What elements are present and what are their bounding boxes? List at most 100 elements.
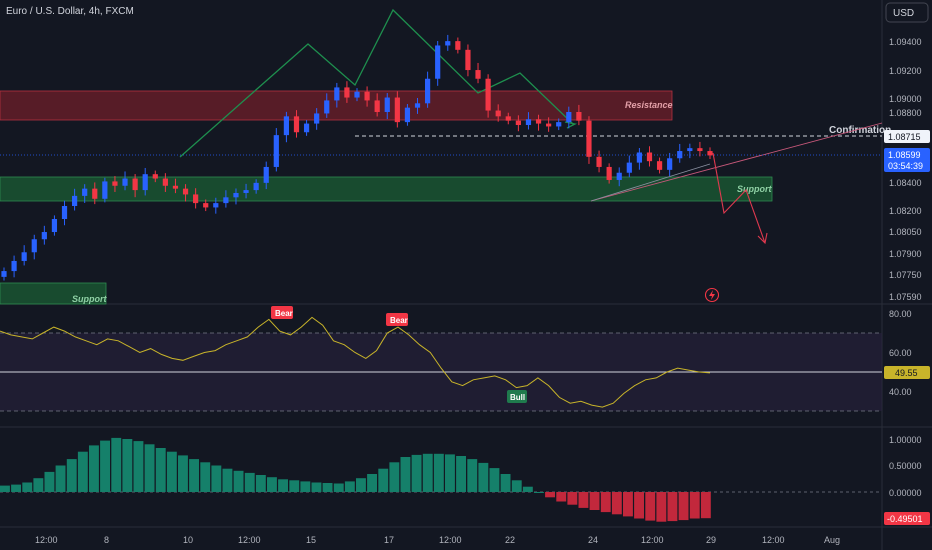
osc-bar [400, 457, 411, 492]
osc-bar [189, 459, 199, 492]
rsi-signal-bear-1-label: Bear [275, 309, 293, 318]
osc-bar [689, 492, 700, 519]
candle [102, 177, 108, 203]
osc-bar [578, 492, 589, 508]
osc-bar [445, 454, 455, 492]
candlestick-series[interactable] [1, 34, 713, 281]
candle-body [314, 113, 320, 124]
osc-bar [478, 462, 489, 492]
projection-path[interactable] [712, 152, 766, 244]
candle [667, 152, 673, 177]
symbol-title[interactable]: Euro / U.S. Dollar, 4h, FXCM [6, 6, 134, 17]
osc-bar [289, 480, 300, 492]
osc-bar [200, 462, 211, 492]
rsi-line[interactable] [0, 316, 711, 408]
candle [51, 215, 58, 236]
osc-bar [0, 485, 10, 492]
rsi-signal-bear-2[interactable]: Bear [386, 313, 408, 326]
osc-bar [378, 468, 389, 492]
time-label: 12:00 [238, 535, 261, 545]
candle-body [203, 203, 209, 208]
candle-body [223, 197, 229, 204]
candle [21, 245, 27, 266]
candle-body [364, 91, 370, 101]
osc-bar [511, 480, 522, 492]
candle [596, 150, 602, 173]
candle-body [465, 49, 471, 71]
price-tick: 1.09200 [889, 66, 922, 76]
candle [132, 174, 138, 198]
osc-bar [255, 475, 266, 492]
rsi-axis[interactable]: 80.00 60.00 40.00 [889, 309, 912, 397]
rsi-signal-bear-1[interactable]: Bear [271, 306, 293, 319]
candle [677, 143, 683, 163]
candle [697, 141, 703, 157]
candle [546, 117, 552, 132]
candle-body [243, 190, 249, 193]
candle-body [525, 119, 532, 126]
candle [334, 82, 340, 108]
candle [344, 81, 350, 103]
osc-bar [33, 478, 44, 492]
price-tick: 1.09400 [889, 37, 922, 47]
osc-bar [556, 492, 567, 502]
support-zone-lower[interactable] [0, 282, 107, 305]
osc-bar [66, 459, 77, 492]
candle [636, 148, 642, 170]
candle-body [303, 123, 310, 133]
resistance-label: Resistance [625, 100, 673, 110]
time-axis[interactable]: 12:00 8 10 12:00 15 17 12:00 22 24 12:00… [35, 535, 840, 545]
price-tick: 1.09000 [889, 94, 922, 104]
time-label: 22 [505, 535, 515, 545]
candle-body [445, 41, 451, 46]
candle [31, 234, 37, 260]
osc-tick: 0.50000 [889, 461, 922, 471]
osc-bar [222, 468, 233, 492]
candle-body [535, 119, 542, 124]
lightning-icon[interactable] [704, 287, 720, 303]
osc-current-value: -0.49501 [887, 514, 923, 524]
channel-line[interactable] [590, 163, 711, 202]
candle-body [72, 195, 78, 206]
candle-body [475, 70, 481, 79]
currency-button[interactable]: USD [885, 2, 929, 23]
candle-body [92, 188, 98, 199]
candle [586, 116, 592, 164]
osc-bar [456, 456, 466, 492]
candle-body [626, 162, 632, 173]
candle [445, 34, 451, 51]
support-zone[interactable] [0, 176, 773, 202]
rsi-signal-bull[interactable]: Bull [507, 390, 527, 403]
candle-body [656, 161, 663, 170]
oscillator-histogram[interactable] [0, 437, 711, 522]
candle-body [112, 181, 118, 186]
candle [626, 155, 632, 178]
candle [475, 62, 481, 84]
osc-bar [22, 482, 33, 492]
osc-bar [367, 474, 377, 492]
price-axis[interactable]: 1.09400 1.09200 1.09000 1.08800 1.08400 … [889, 37, 922, 302]
trend-line[interactable] [590, 122, 883, 202]
osc-axis[interactable]: 1.00000 0.50000 0.00000 [889, 435, 922, 498]
time-label: 17 [384, 535, 394, 545]
candle-body [102, 181, 108, 199]
candle [283, 111, 289, 143]
candle [82, 184, 88, 203]
rsi-signal-bear-2-label: Bear [390, 316, 408, 325]
candle-body [61, 206, 68, 220]
osc-bar [233, 470, 244, 492]
candle [223, 190, 229, 208]
osc-bar [244, 472, 255, 492]
candle [525, 112, 532, 130]
candle-body [586, 120, 592, 157]
candle [273, 128, 279, 172]
price-tick: 1.07900 [889, 249, 922, 259]
candle [556, 118, 562, 131]
pattern-line[interactable] [179, 8, 574, 158]
osc-bar [311, 482, 322, 492]
candle [414, 97, 421, 114]
candle [495, 104, 501, 122]
candle [112, 176, 118, 192]
osc-tick: 0.00000 [889, 488, 922, 498]
